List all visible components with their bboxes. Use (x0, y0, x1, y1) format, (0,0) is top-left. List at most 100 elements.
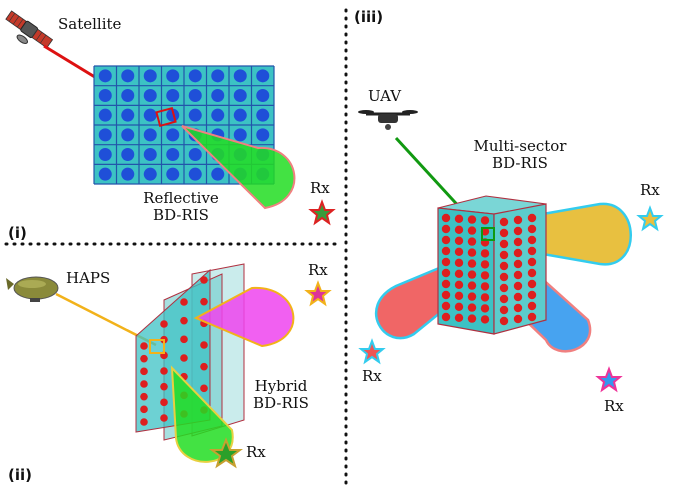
ris-element (160, 398, 168, 407)
ris-element (188, 148, 202, 162)
uav-icon (358, 110, 418, 130)
ris-element (499, 283, 509, 293)
ris-element (513, 226, 523, 236)
hybrid-beam-green (170, 365, 234, 463)
prism-elements (441, 213, 537, 326)
multi-sector-bd-ris (437, 195, 547, 335)
ris-element (454, 280, 464, 289)
ris-element (441, 312, 451, 322)
reflective-label-line1: Reflective (143, 189, 219, 207)
ris-element (98, 167, 112, 181)
ris-element (166, 108, 180, 122)
multi-sector-bd-ris-label: Multi-sector BD-RIS (466, 137, 574, 173)
ris-element (180, 335, 188, 344)
ris-element (233, 108, 247, 122)
ris-element (256, 128, 270, 142)
ris-element (441, 213, 451, 223)
ris-element (454, 236, 464, 245)
ris-element (98, 128, 112, 142)
ris-element (441, 279, 451, 289)
ris-element (140, 418, 148, 426)
rx-label-iii-right: Rx (640, 181, 660, 199)
ris-element (513, 270, 523, 280)
panel-i (5, 10, 336, 226)
ris-element (513, 314, 523, 324)
ris-element (499, 272, 509, 282)
ris-element (441, 235, 451, 245)
ris-element (441, 224, 451, 234)
ris-element (180, 316, 188, 325)
ris-element (180, 354, 188, 362)
ris-element (233, 69, 247, 83)
haps-label: HAPS (66, 269, 111, 287)
ris-element (166, 89, 180, 103)
ris-element (140, 342, 148, 350)
ris-element (513, 248, 523, 258)
ris-element (454, 247, 464, 256)
ris-element (499, 217, 509, 227)
reflected-beam-green (181, 125, 296, 210)
reflective-bd-ris-label: Reflective BD-RIS (128, 189, 234, 225)
ris-element (527, 279, 537, 289)
ris-element (480, 304, 490, 313)
ris-element (188, 69, 202, 83)
ris-element (233, 128, 247, 142)
rx-star-i (308, 199, 336, 226)
ris-element (200, 297, 208, 306)
ris-element (188, 108, 202, 122)
ris-element (454, 269, 464, 278)
ris-element (467, 292, 477, 301)
ris-element (499, 261, 509, 271)
ris-element (527, 312, 537, 322)
ris-element (480, 216, 490, 225)
ris-element (467, 237, 477, 246)
ris-element (98, 148, 112, 162)
reflective-label-line2: BD-RIS (153, 206, 209, 225)
ris-element (200, 384, 208, 393)
ris-element (211, 69, 225, 83)
ris-element (527, 268, 537, 278)
uav-label: UAV (368, 87, 402, 105)
satellite-label: Satellite (58, 15, 122, 33)
rx-star-ii-bottom (209, 437, 243, 469)
ris-element (527, 301, 537, 311)
ris-element (513, 237, 523, 247)
ris-element (188, 89, 202, 103)
ris-element (121, 89, 135, 103)
ris-element (467, 259, 477, 268)
panel-iii (358, 110, 664, 393)
rx-star-iii-right (636, 205, 664, 232)
ris-element (143, 108, 157, 122)
ris-element (454, 313, 464, 322)
ris-element (527, 213, 537, 223)
ris-element (527, 257, 537, 267)
ris-element (121, 108, 135, 122)
rx-label-ii-top: Rx (308, 261, 328, 279)
ris-element (121, 69, 135, 83)
ris-element (467, 215, 477, 224)
ris-element (166, 148, 180, 162)
ris-element (160, 382, 168, 391)
sector-beam-yellow (518, 202, 632, 266)
ris-element (121, 148, 135, 162)
ris-element (98, 89, 112, 103)
ris-element (256, 108, 270, 122)
ris-element (233, 89, 247, 103)
rx-star-iii-left (358, 338, 386, 365)
ris-element (467, 226, 477, 235)
multi-sector-label-line2: BD-RIS (492, 154, 548, 173)
ris-element (527, 224, 537, 234)
ris-element (140, 392, 148, 401)
ris-element (499, 228, 509, 238)
ris-element (188, 167, 202, 181)
hybrid-label-line1: Hybrid (254, 377, 308, 395)
ris-element (256, 89, 270, 103)
ris-element (121, 167, 135, 181)
hybrid-bd-ris-label: Hybrid BD-RIS (246, 377, 316, 413)
ris-element (200, 341, 208, 349)
ris-element (143, 128, 157, 142)
ris-element (200, 362, 208, 371)
ris-element (480, 293, 490, 302)
ris-element (480, 271, 490, 280)
